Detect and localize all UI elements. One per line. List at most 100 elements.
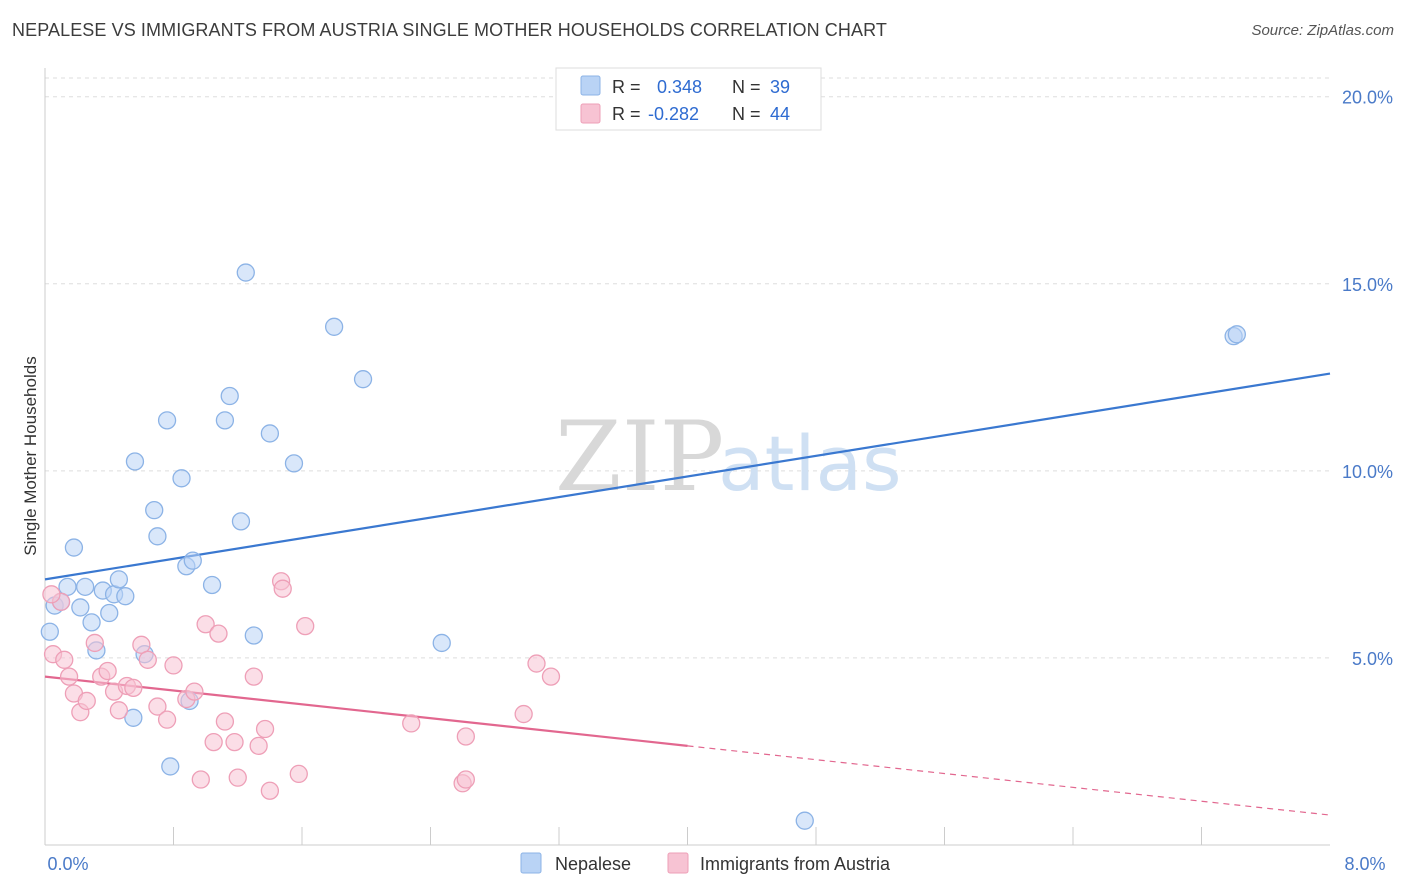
austria-point <box>527 654 546 673</box>
legend-swatch-austria <box>580 103 601 124</box>
austria-point <box>456 727 475 746</box>
nepalese-point <box>71 598 90 617</box>
austria-point <box>514 704 533 724</box>
austria-point <box>77 691 96 711</box>
legend: R = 0.348 N = 39 R = -0.282 N = 44 <box>555 67 822 131</box>
legend-n-value: 39 <box>770 77 790 97</box>
x-tick-label: 8.0% <box>1344 854 1385 874</box>
austria-point <box>249 736 268 756</box>
austria-point <box>289 764 308 784</box>
austria-point <box>138 650 157 669</box>
nepalese-point <box>157 411 177 430</box>
grid-lines <box>45 77 1330 659</box>
nepalese-point <box>231 512 251 531</box>
austria-point <box>59 667 79 686</box>
legend-r-value: 0.348 <box>657 77 702 97</box>
austria-point <box>55 650 74 669</box>
austria-point <box>42 585 61 604</box>
nepalese-point <box>82 613 101 632</box>
nepalese-point <box>432 633 451 653</box>
legend-swatch-nepalese <box>580 75 601 96</box>
trend-lines <box>44 372 1331 816</box>
nepalese-point <box>220 386 239 406</box>
watermark-zip: ZIP <box>555 401 724 513</box>
axes <box>44 68 1330 846</box>
y-tick-label: 20.0% <box>1342 88 1393 108</box>
nepalese-point <box>172 469 191 488</box>
austria-point <box>296 616 315 636</box>
nepalese-point <box>145 500 164 520</box>
y-tick-label: 5.0% <box>1352 649 1393 669</box>
austria-point <box>109 701 129 720</box>
nepalese-point <box>148 527 167 546</box>
nepalese-point <box>76 577 95 596</box>
nepalese-point <box>215 411 235 430</box>
nepalese-point <box>40 622 59 641</box>
austria-point <box>273 579 292 598</box>
austria-point <box>196 615 215 634</box>
nepalese-point <box>64 538 84 557</box>
nepalese-point <box>161 757 180 776</box>
nepalese-point <box>260 424 280 443</box>
legend-n-value: 44 <box>770 104 790 124</box>
nepalese-point <box>1227 325 1246 344</box>
nepalese-point <box>109 570 129 589</box>
austria-point <box>164 656 183 675</box>
legend-r-label: R = <box>612 104 641 124</box>
x-tick-labels: 0.0% 8.0% <box>47 854 1385 874</box>
nepalese-point <box>116 587 135 606</box>
legend-r-label: R = <box>612 77 641 97</box>
nepalese-point <box>202 575 222 595</box>
bottom-legend-swatch-nepalese <box>520 852 542 874</box>
watermark: ZIP atlas <box>555 401 902 513</box>
bottom-legend-austria: Immigrants from Austria <box>700 854 891 874</box>
scatter-points <box>40 263 1246 830</box>
austria-point <box>255 719 275 739</box>
nepalese-point <box>284 454 304 473</box>
y-axis-label: Single Mother Households <box>21 356 40 555</box>
austria-point <box>260 781 280 800</box>
nepalese-point <box>125 452 145 471</box>
nepalese-point <box>795 811 814 830</box>
austria-point <box>228 768 247 787</box>
austria-trend-line <box>44 675 688 747</box>
austria-trend-line-dashed <box>687 745 1331 816</box>
austria-point <box>124 678 143 698</box>
x-tick-label: 0.0% <box>47 854 88 874</box>
bottom-legend-nepalese: Nepalese <box>555 854 631 874</box>
nepalese-point <box>353 370 373 389</box>
austria-point <box>157 710 177 729</box>
y-tick-label: 15.0% <box>1342 275 1393 295</box>
austria-point <box>98 661 117 681</box>
watermark-atlas: atlas <box>718 419 902 508</box>
austria-point <box>185 682 204 701</box>
austria-point <box>85 633 104 653</box>
y-tick-labels: 5.0% 10.0% 15.0% 20.0% <box>1342 88 1393 669</box>
austria-point <box>225 732 244 752</box>
nepalese-point <box>324 317 344 336</box>
legend-n-label: N = <box>732 104 761 124</box>
nepalese-point <box>236 263 255 282</box>
y-tick-label: 10.0% <box>1342 462 1393 482</box>
nepalese-point <box>124 708 143 727</box>
austria-point <box>209 624 228 643</box>
bottom-legend: Nepalese Immigrants from Austria <box>520 852 891 874</box>
legend-r-value: -0.282 <box>648 104 699 124</box>
austria-point <box>148 697 167 716</box>
source-label: Source: ZipAtlas.com <box>1251 22 1394 39</box>
austria-point <box>456 770 475 789</box>
austria-point <box>541 667 561 686</box>
bottom-legend-swatch-austria <box>667 852 689 874</box>
austria-point <box>204 732 223 752</box>
nepalese-point <box>100 603 119 623</box>
nepalese-point <box>244 626 263 645</box>
austria-point <box>191 770 210 789</box>
legend-n-label: N = <box>732 77 761 97</box>
austria-point <box>215 712 235 731</box>
austria-point <box>402 714 421 733</box>
austria-point <box>244 667 263 686</box>
chart-title: NEPALESE VS IMMIGRANTS FROM AUSTRIA SING… <box>12 20 887 40</box>
nepalese-trend-line <box>44 372 1331 581</box>
nepalese-point <box>183 551 202 570</box>
